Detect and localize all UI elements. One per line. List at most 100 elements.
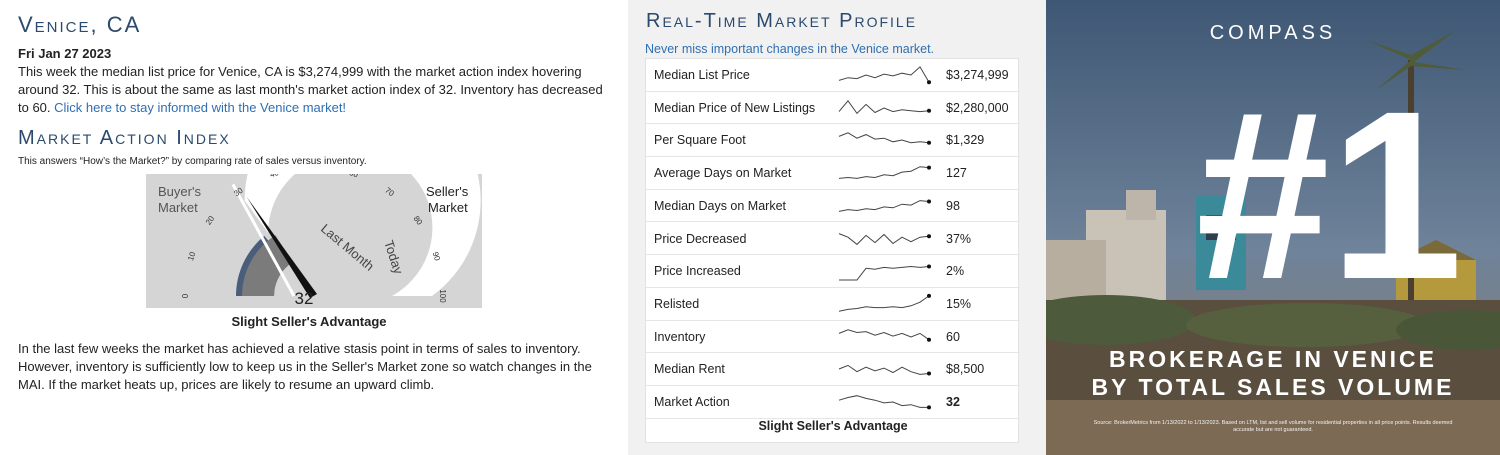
market-profile-table: Median List Price $3,274,999 Median Price … bbox=[645, 58, 1020, 443]
market-profile-row: Market Action 32 bbox=[646, 386, 1020, 419]
sparkline-line bbox=[838, 295, 930, 312]
sparkline bbox=[838, 232, 931, 245]
sparkline-line bbox=[838, 166, 930, 179]
row-label: Price Decreased bbox=[654, 231, 747, 246]
gauge-inner-area bbox=[276, 174, 433, 296]
sparkline-endpoint bbox=[927, 337, 931, 342]
market-profile-title: Real-Time Market Profile bbox=[646, 10, 918, 32]
market-profile-footer: Slight Seller's Advantage bbox=[758, 419, 908, 433]
market-action-gauge: 0102030405060708090100 Buyer's Market Se… bbox=[146, 174, 482, 308]
market-profile-row: Price Decreased 37% bbox=[646, 223, 1020, 256]
market-profile-row: Median List Price $3,274,999 bbox=[646, 59, 1020, 92]
row-label: Median Price of New Listings bbox=[654, 100, 816, 115]
compass-ad[interactable]: COMPASS #1 BROKERAGE IN VENICE BY TOTAL … bbox=[1046, 0, 1500, 455]
ad-headline-1: BROKERAGE IN VENICE bbox=[1109, 346, 1437, 372]
gauge-tick-label: 20 bbox=[204, 214, 217, 227]
market-alert-link[interactable]: Never miss important changes in the Veni… bbox=[645, 42, 935, 56]
market-profile-panel: Real-Time Market Profile Never miss impo… bbox=[628, 0, 1046, 455]
row-value: $1,329 bbox=[946, 133, 985, 148]
row-value: $2,280,000 bbox=[946, 100, 1009, 115]
stay-informed-link[interactable]: Click here to stay informed with the Ven… bbox=[54, 100, 347, 115]
ad-rank-number: #1 bbox=[1196, 61, 1463, 329]
sparkline bbox=[838, 66, 931, 85]
market-profile-row: Relisted 15% bbox=[646, 288, 1020, 321]
ad-headline-2: BY TOTAL SALES VOLUME bbox=[1091, 374, 1455, 400]
sparkline bbox=[838, 328, 931, 342]
row-value: 15% bbox=[946, 296, 972, 311]
buyers-label-2: Market bbox=[158, 200, 198, 215]
gauge-caption: Slight Seller's Advantage bbox=[231, 314, 387, 329]
row-value: 32 bbox=[946, 395, 960, 409]
sparkline-endpoint bbox=[927, 371, 931, 376]
market-profile-row: Median Price of New Listings $2,280,000 bbox=[646, 92, 1020, 125]
intro-text: This week the median list price for Veni… bbox=[18, 64, 603, 115]
buyers-label-1: Buyer's bbox=[158, 184, 201, 199]
sparkline-line bbox=[838, 328, 930, 340]
row-label: Relisted bbox=[654, 296, 700, 311]
sparkline-endpoint bbox=[927, 264, 931, 269]
sparkline-endpoint bbox=[927, 80, 931, 85]
gauge-tick-label: 10 bbox=[186, 250, 197, 262]
mai-title: Market Action Index bbox=[18, 127, 231, 149]
row-value: 127 bbox=[946, 166, 967, 181]
market-profile-row: Inventory 60 bbox=[646, 321, 1020, 354]
row-label: Median List Price bbox=[654, 68, 750, 82]
row-value: 98 bbox=[946, 198, 960, 213]
sparkline bbox=[838, 132, 931, 146]
gauge-needle bbox=[246, 196, 317, 298]
compass-logo: COMPASS bbox=[1209, 22, 1337, 44]
city-title: Venice, CA bbox=[18, 12, 142, 37]
row-label: Average Days on Market bbox=[654, 166, 792, 181]
sparkline-endpoint bbox=[927, 141, 931, 146]
sparkline-endpoint bbox=[927, 199, 931, 204]
mai-body-text: In the last few weeks the market has ach… bbox=[18, 341, 592, 392]
market-profile-row: Median Rent $8,500 bbox=[646, 353, 1020, 386]
mai-description: This answers “How’s the Market?” by comp… bbox=[18, 156, 367, 167]
sparkline-line bbox=[838, 365, 930, 376]
sparkline-line bbox=[838, 199, 930, 212]
row-value: 60 bbox=[946, 329, 960, 344]
market-profile-row: Per Square Foot $1,329 bbox=[646, 124, 1020, 158]
sparkline bbox=[839, 264, 931, 281]
gauge-svg: 0102030405060708090100 Buyer's Market Se… bbox=[158, 174, 481, 308]
row-value: $8,500 bbox=[946, 362, 985, 377]
sellers-label-1: Seller's bbox=[426, 184, 469, 199]
sparkline bbox=[838, 395, 931, 410]
ad-source-note: Source: BrokerMetrics from 1/13/2022 to … bbox=[1093, 420, 1453, 433]
sparkline bbox=[838, 99, 931, 114]
sparkline bbox=[838, 365, 931, 376]
sparkline-line bbox=[838, 232, 930, 245]
sparkline bbox=[838, 199, 931, 212]
gauge-divider bbox=[231, 183, 296, 297]
sparkline-line bbox=[838, 99, 930, 114]
gauge-tick-label: 0 bbox=[181, 293, 190, 298]
gauge-tick-label: 100 bbox=[438, 289, 447, 303]
gauge-last-month-band bbox=[242, 235, 293, 296]
market-profile-row: Average Days on Market 127 bbox=[646, 157, 1020, 190]
sparkline-line bbox=[838, 395, 929, 408]
row-label: Median Rent bbox=[654, 362, 725, 377]
ad-background bbox=[1046, 0, 1500, 455]
row-label: Median Days on Market bbox=[654, 198, 787, 213]
sparkline-endpoint bbox=[927, 233, 931, 238]
row-value: 37% bbox=[946, 231, 972, 246]
gauge-value: 32 bbox=[295, 289, 314, 308]
sparkline-line bbox=[838, 66, 930, 83]
row-label: Market Action bbox=[654, 395, 730, 409]
sparkline-endpoint bbox=[927, 165, 931, 170]
sparkline-line bbox=[839, 266, 930, 281]
market-summary-panel: Venice, CA Fri Jan 27 2023 This week the… bbox=[0, 0, 628, 455]
gauge-tick-label: 60 bbox=[348, 174, 360, 180]
sparkline-endpoint bbox=[927, 293, 931, 298]
intro-paragraph: This week the median list price for Veni… bbox=[18, 63, 610, 117]
row-label: Price Increased bbox=[654, 264, 741, 279]
gauge-tick-label: 40 bbox=[269, 174, 281, 179]
row-value: 2% bbox=[946, 264, 965, 279]
sparkline bbox=[838, 165, 931, 179]
market-profile-row: Median Days on Market 98 bbox=[646, 190, 1020, 223]
sellers-label-2: Market bbox=[428, 200, 468, 215]
sparkline-endpoint bbox=[927, 405, 931, 410]
market-profile-row: Price Increased 2% bbox=[646, 255, 1020, 288]
sparkline-line bbox=[838, 132, 930, 144]
